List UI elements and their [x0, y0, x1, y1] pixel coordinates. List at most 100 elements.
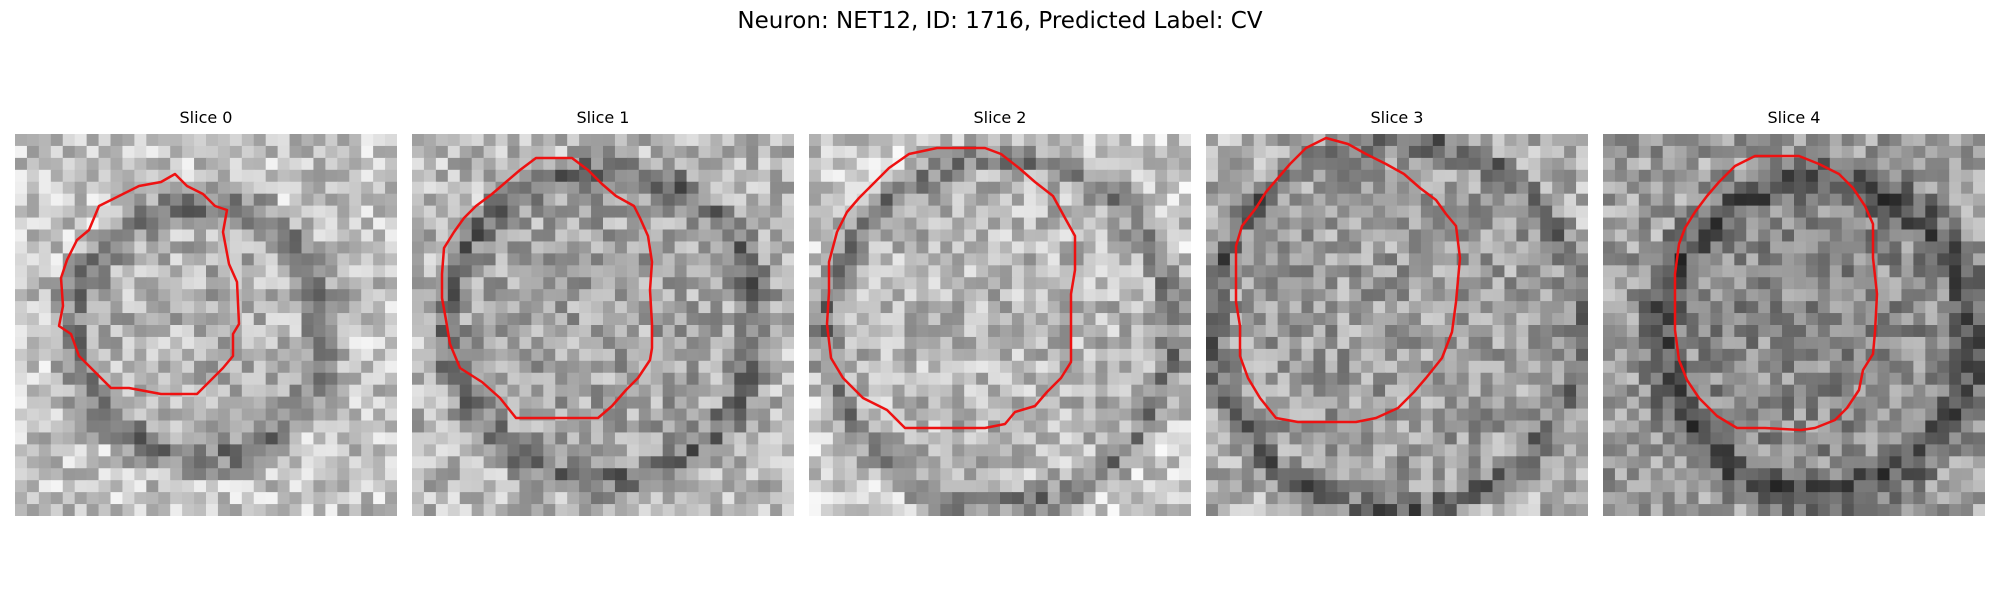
image-pixel: [1853, 301, 1867, 314]
image-pixel: [1301, 205, 1315, 219]
image-pixel: [1817, 181, 1831, 195]
image-pixel: [361, 420, 374, 434]
image-pixel: [1540, 169, 1553, 183]
image-pixel: [1206, 289, 1219, 302]
image-pixel: [349, 504, 362, 516]
image-pixel: [1734, 229, 1747, 243]
image-pixel: [50, 301, 64, 314]
image-pixel: [1385, 480, 1398, 493]
image-pixel: [603, 277, 616, 290]
image-pixel: [1925, 396, 1938, 410]
image-pixel: [964, 313, 977, 326]
image-pixel: [770, 205, 783, 219]
image-pixel: [1829, 145, 1843, 159]
image-pixel: [1516, 420, 1529, 434]
image-pixel: [1889, 408, 1903, 422]
image-pixel: [1119, 193, 1132, 207]
image-pixel: [325, 480, 338, 493]
image-pixel: [952, 181, 965, 195]
image-pixel: [361, 217, 374, 231]
image-pixel: [1829, 325, 1843, 338]
image-pixel: [412, 384, 425, 398]
image-pixel: [1179, 157, 1191, 171]
image-pixel: [170, 492, 183, 505]
image-pixel: [758, 217, 771, 231]
image-pixel: [1650, 265, 1664, 278]
image-pixel: [1420, 336, 1434, 350]
image-pixel: [1492, 456, 1506, 469]
image-pixel: [1095, 456, 1109, 469]
image-pixel: [1746, 157, 1759, 171]
image-pixel: [1937, 336, 1950, 350]
image-pixel: [1504, 492, 1517, 505]
image-pixel: [1047, 456, 1061, 469]
image-pixel: [758, 265, 771, 278]
image-pixel: [194, 372, 207, 386]
image-pixel: [686, 134, 700, 147]
image-pixel: [770, 360, 783, 374]
image-pixel: [1071, 217, 1085, 231]
image-pixel: [662, 492, 676, 505]
image-pixel: [1552, 313, 1565, 326]
image-pixel: [710, 277, 723, 290]
image-pixel: [674, 181, 688, 195]
image-pixel: [1817, 205, 1831, 219]
image-pixel: [1432, 480, 1446, 493]
image-pixel: [1131, 480, 1144, 493]
image-pixel: [1626, 432, 1640, 445]
image-pixel: [122, 468, 135, 481]
image-pixel: [1817, 229, 1831, 243]
image-pixel: [820, 229, 834, 243]
image-pixel: [988, 384, 1001, 398]
image-pixel: [253, 336, 267, 350]
image-pixel: [1167, 492, 1180, 505]
image-pixel: [349, 384, 362, 398]
image-pixel: [1528, 456, 1541, 469]
image-pixel: [1253, 456, 1267, 469]
image-pixel: [734, 420, 747, 434]
image-pixel: [146, 444, 159, 457]
image-pixel: [495, 157, 509, 171]
image-pixel: [325, 289, 338, 302]
image-pixel: [626, 169, 640, 183]
image-pixel: [1071, 253, 1085, 266]
image-pixel: [435, 456, 449, 469]
image-pixel: [674, 420, 688, 434]
image-pixel: [98, 134, 112, 147]
image-pixel: [1603, 313, 1616, 326]
image-pixel: [26, 181, 40, 195]
image-pixel: [1770, 277, 1783, 290]
image-pixel: [15, 432, 28, 445]
image-pixel: [782, 301, 794, 314]
image-pixel: [1913, 145, 1926, 159]
image-pixel: [337, 313, 350, 326]
image-pixel: [1614, 134, 1628, 147]
image-pixel: [1059, 134, 1073, 147]
image-pixel: [62, 384, 76, 398]
image-pixel: [361, 205, 374, 219]
image-pixel: [809, 396, 822, 410]
image-pixel: [1155, 277, 1168, 290]
image-pixel: [1937, 181, 1950, 195]
image-pixel: [1552, 480, 1565, 493]
image-pixel: [952, 325, 965, 338]
image-pixel: [1143, 181, 1156, 195]
image-pixel: [337, 504, 350, 516]
image-pixel: [916, 229, 929, 243]
image-pixel: [1770, 181, 1783, 195]
image-pixel: [988, 325, 1001, 338]
image-pixel: [289, 313, 303, 326]
image-pixel: [1265, 193, 1279, 207]
image-pixel: [1179, 181, 1191, 195]
image-pixel: [916, 181, 929, 195]
image-pixel: [1035, 432, 1049, 445]
image-pixel: [1614, 420, 1628, 434]
image-pixel: [722, 217, 735, 231]
image-pixel: [1540, 265, 1553, 278]
image-pixel: [638, 193, 652, 207]
image-pixel: [1865, 169, 1879, 183]
image-pixel: [964, 229, 977, 243]
image-pixel: [603, 313, 616, 326]
image-pixel: [758, 277, 771, 290]
image-pixel: [1325, 420, 1338, 434]
